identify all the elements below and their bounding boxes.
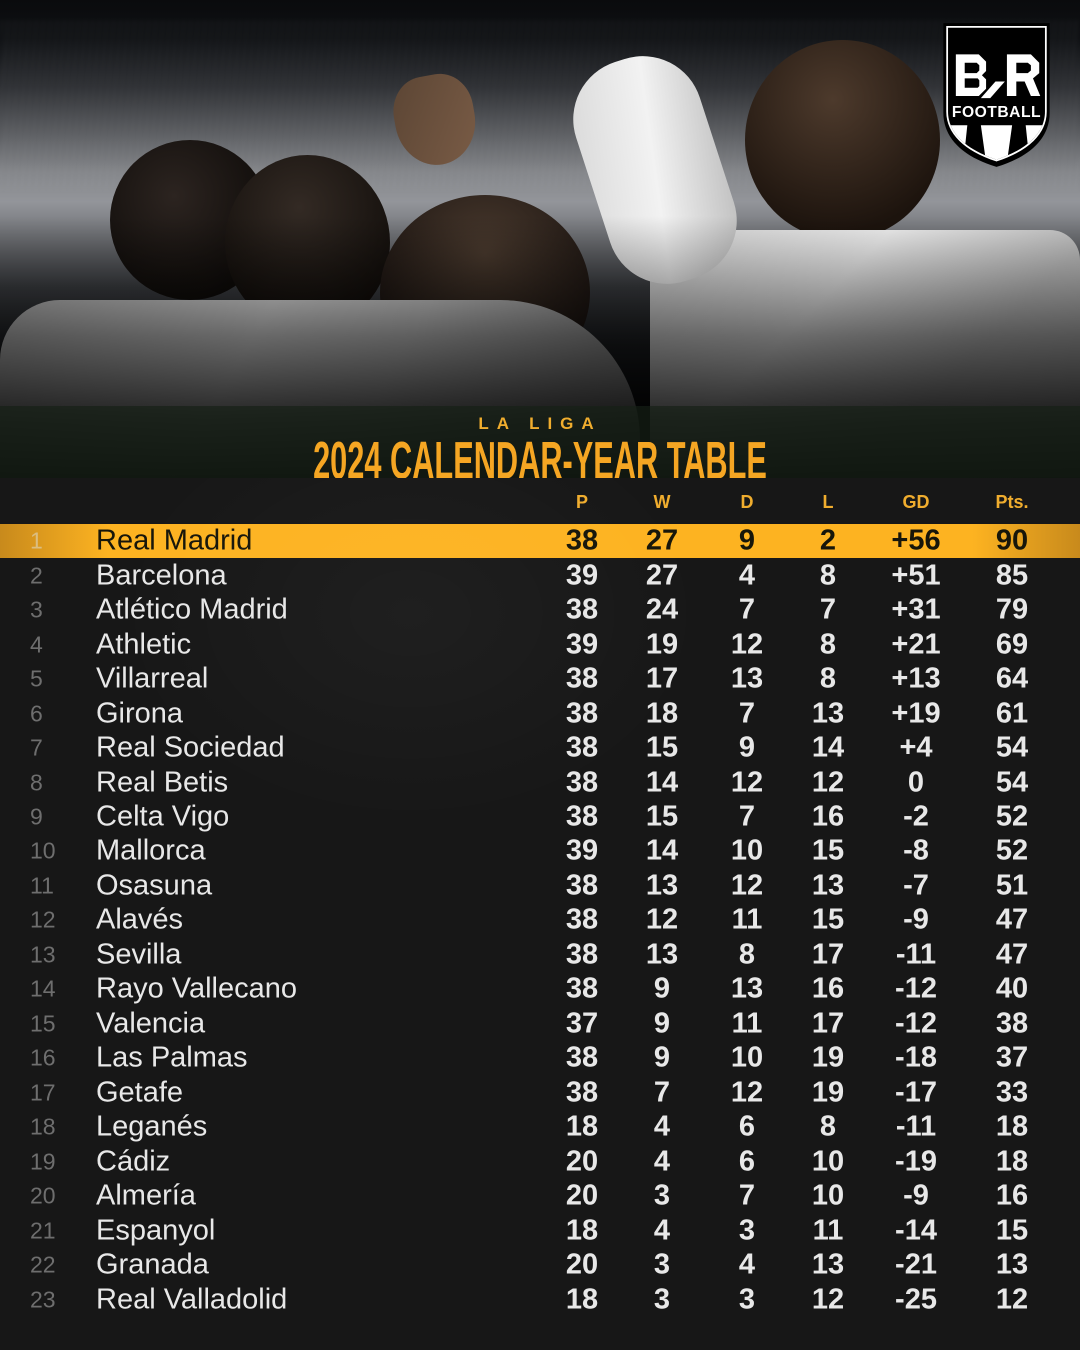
svg-text:FOOTBALL: FOOTBALL xyxy=(952,104,1041,121)
